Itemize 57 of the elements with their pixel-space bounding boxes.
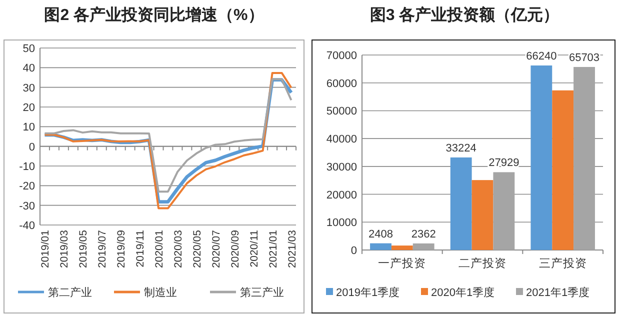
x-tick-label: 三产投资 xyxy=(538,256,587,270)
x-tick-label: 2019/07 xyxy=(96,230,109,268)
x-tick-label: 2019/11 xyxy=(134,230,147,268)
y-tick-label: 30000 xyxy=(326,161,357,174)
x-tick-label: 2020/09 xyxy=(229,230,242,268)
bar xyxy=(412,243,434,250)
y-tick-label: 20 xyxy=(22,102,35,114)
bar xyxy=(574,66,595,250)
x-tick-label: 二产投资 xyxy=(458,256,506,270)
y-tick-label: 10 xyxy=(22,122,35,134)
bar xyxy=(391,246,413,250)
x-tick-label: 2019/09 xyxy=(116,230,128,268)
y-tick-label: -30 xyxy=(19,200,35,212)
y-tick-label: 0 xyxy=(28,141,35,154)
y-tick-label: -20 xyxy=(19,180,35,193)
x-tick-label: 2020/05 xyxy=(191,230,204,268)
legend-label: 第三产业 xyxy=(240,286,284,299)
x-tick-label: 2020/01 xyxy=(154,230,166,268)
x-tick-label: 2021/01 xyxy=(267,230,280,268)
bar xyxy=(552,90,574,250)
data-label: 33224 xyxy=(446,142,476,154)
legend-label: 制造业 xyxy=(144,286,177,299)
bar xyxy=(472,180,494,250)
y-tick-label: -40 xyxy=(19,220,35,232)
y-tick-label: 30 xyxy=(22,82,35,94)
legend-label: 2020年1季度 xyxy=(431,286,495,299)
y-tick-label: -10 xyxy=(19,161,35,173)
x-tick-label: 2019/01 xyxy=(40,230,52,268)
data-label: 66240 xyxy=(526,50,557,62)
legend-label: 第二产业 xyxy=(48,286,92,299)
y-tick-label: 20000 xyxy=(326,189,357,202)
y-tick-label: 40 xyxy=(22,62,35,75)
x-tick-label: 2019/05 xyxy=(78,230,90,268)
y-tick-label: 40000 xyxy=(326,134,357,146)
y-tick-label: 60000 xyxy=(326,78,357,90)
x-tick-label: 2020/03 xyxy=(172,230,184,268)
y-tick-label: 10000 xyxy=(326,217,357,230)
x-tick-label: 一产投资 xyxy=(378,256,426,270)
data-label: 65703 xyxy=(568,52,600,64)
x-tick-label: 2020/07 xyxy=(210,230,222,268)
x-tick-label: 2020/11 xyxy=(248,230,260,268)
y-tick-label: 50 xyxy=(22,43,35,55)
y-tick-label: 50000 xyxy=(326,106,357,118)
bar xyxy=(493,172,515,250)
x-tick-label: 2021/03 xyxy=(286,230,298,268)
bar xyxy=(450,157,472,250)
bar xyxy=(530,65,552,250)
y-tick-label: 70000 xyxy=(326,50,357,62)
legend-label: 2019年1季度 xyxy=(336,286,400,299)
bar xyxy=(370,243,392,250)
legend-label: 2021年1季度 xyxy=(526,286,590,299)
data-label: 2362 xyxy=(411,228,436,240)
y-tick-label: 0 xyxy=(350,245,357,257)
x-tick-label: 2019/03 xyxy=(58,230,71,268)
data-label: 2408 xyxy=(368,228,393,240)
chart-title: 图3 各产业投资额（亿元） xyxy=(370,6,560,24)
chart-title: 图2 各产业投资同比增速（%） xyxy=(44,6,264,24)
